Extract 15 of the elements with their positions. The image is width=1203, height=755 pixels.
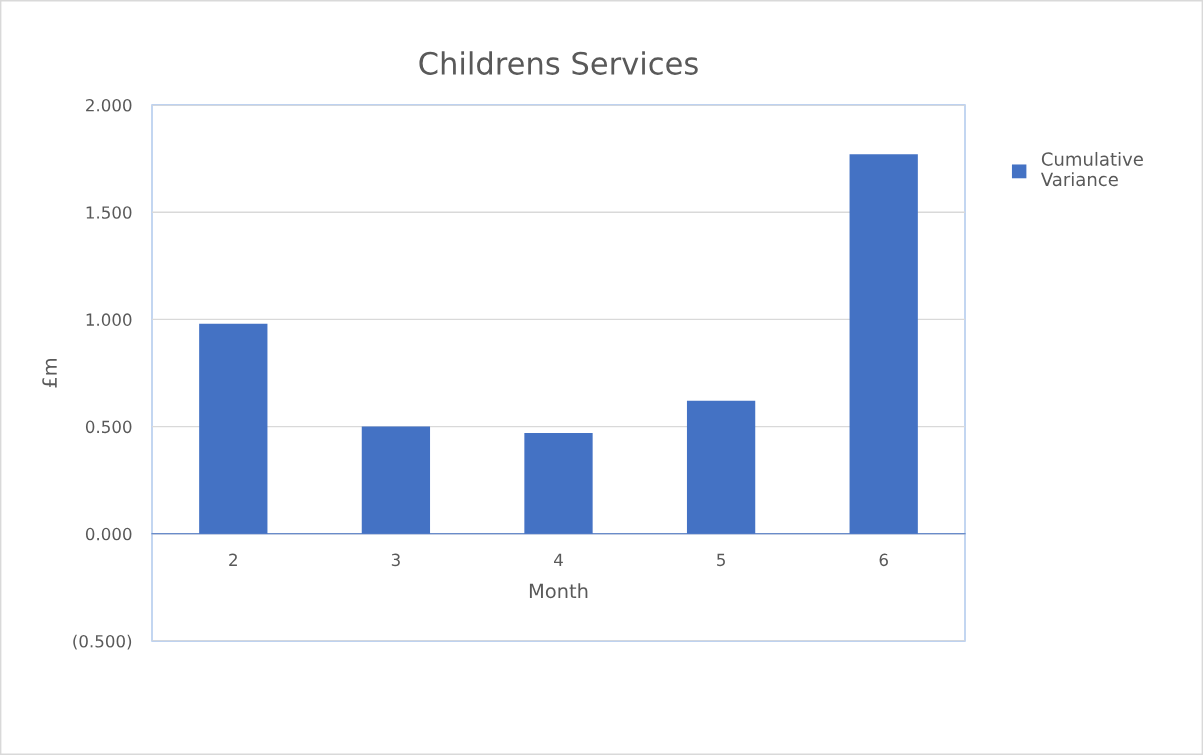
- y-axis-title: £m: [42, 358, 57, 388]
- x-tick-label: 2: [229, 553, 237, 566]
- chart-title: Childrens Services: [419, 51, 698, 75]
- legend-label: Cumulative Variance: [1040, 151, 1143, 187]
- x-tick-label: 6: [879, 553, 888, 567]
- y-tick-label: 1.000: [86, 313, 132, 326]
- y-tick-label: 1.500: [86, 206, 132, 219]
- x-axis-title: Month: [529, 583, 588, 599]
- x-tick-label: 3: [391, 553, 400, 567]
- y-tick-label: (0.500): [73, 634, 132, 650]
- x-tick-label: 4: [554, 553, 563, 566]
- y-tick-label: 0.000: [85, 527, 132, 541]
- y-tick-label: 0.500: [85, 420, 132, 434]
- y-tick-label: 2.000: [86, 98, 132, 112]
- x-tick-label: 5: [717, 553, 725, 567]
